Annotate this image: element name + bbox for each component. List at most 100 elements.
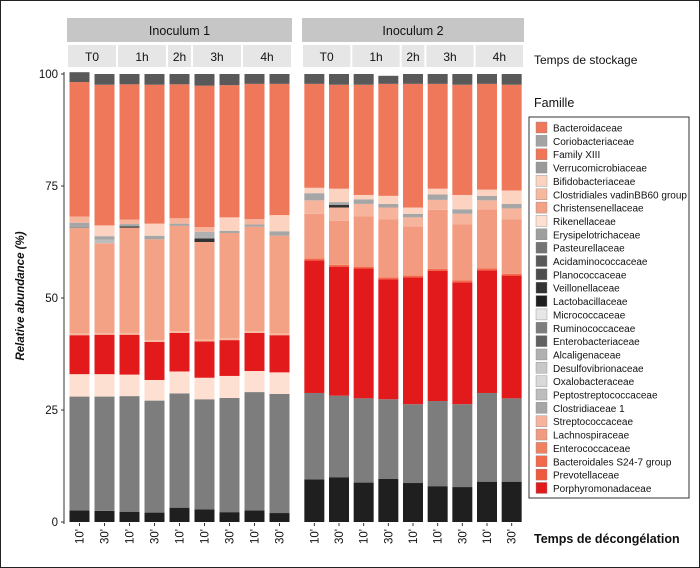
bar-segment (329, 395, 349, 478)
bar-segment (452, 209, 473, 214)
bar-segment (269, 83, 290, 216)
bar-segment (94, 225, 115, 237)
bar-segment (329, 207, 349, 221)
storage-axis-title: Temps de stockage (534, 53, 638, 67)
bar-segment (403, 207, 423, 214)
bar-segment (477, 200, 497, 210)
bar-segment (269, 74, 290, 84)
legend-swatch (535, 482, 548, 494)
legend-swatch (535, 175, 548, 187)
bar-segment (244, 74, 265, 84)
legend-label: Verrucomicrobiaceae (553, 164, 647, 175)
storage-strip (243, 45, 291, 67)
legend-swatch (535, 228, 548, 241)
bar-segment (427, 194, 448, 200)
bar-segment (144, 74, 165, 85)
legend-title: Famille (534, 96, 574, 110)
bar-segment (119, 334, 140, 375)
bar-segment (144, 512, 165, 522)
bar-segment (329, 202, 349, 205)
bar-segment (169, 507, 190, 522)
bar-segment (501, 273, 522, 276)
bar-segment (69, 82, 90, 217)
legend-swatch (535, 215, 548, 227)
legend-swatch (535, 295, 548, 307)
bar-segment (169, 225, 190, 332)
bar-segment (427, 270, 448, 402)
bar-segment (69, 228, 90, 334)
bar-segment (94, 236, 115, 240)
bar-segment (304, 479, 325, 522)
bar-segment (219, 85, 240, 218)
legend-label: Clostridiales vadinBB60 group (553, 190, 687, 201)
bar-segment (501, 190, 522, 204)
bar-segment (403, 404, 423, 484)
legend-swatch (535, 241, 548, 254)
bar-segment (144, 235, 165, 240)
y-tick-label: 100 (39, 69, 58, 81)
bar-segment (304, 213, 325, 259)
storage-strip (475, 45, 523, 67)
storage-strip (401, 45, 425, 67)
bar-segment (477, 270, 497, 393)
bar-segment (501, 481, 522, 522)
bar-segment (329, 220, 349, 265)
bar-segment (144, 340, 165, 342)
bar-segment (194, 399, 215, 510)
bar-segment (501, 84, 522, 191)
storage-strip (118, 45, 166, 67)
bar-segment (269, 513, 290, 522)
facet-strips: Inoculum 1 Inoculum 2 (67, 18, 524, 42)
bar-segment (427, 486, 448, 522)
bar-segment (169, 331, 190, 333)
y-axis: 0 25 50 75 100 (39, 69, 65, 529)
legend-label: Oxalobacteraceae (553, 377, 635, 388)
storage-label: 1h (135, 50, 148, 64)
legend-label: Prevotellaceae (553, 471, 620, 482)
bar-segment (304, 200, 325, 214)
legend-label: Family XIII (553, 150, 600, 161)
bar-segment (501, 203, 522, 209)
bar-segment (378, 219, 399, 278)
bar-segment (119, 84, 140, 220)
bar-segment (477, 189, 497, 196)
bar-segment (69, 222, 90, 227)
bar-segment (219, 233, 240, 339)
bar-segment (452, 213, 473, 225)
legend-swatch (535, 388, 548, 401)
bar-segment (269, 372, 290, 394)
bar-segment (427, 401, 448, 487)
bar-segment (501, 208, 522, 220)
legend-label: Veillonellaceae (553, 284, 620, 295)
legend-swatch (535, 468, 548, 481)
legend-label: Planococcaceae (553, 270, 627, 281)
bar-segment (329, 264, 349, 267)
bar-segment (244, 83, 265, 220)
bar-segment (69, 216, 90, 223)
legend-label: Alcaligenaceae (553, 350, 621, 361)
bar-segment (403, 226, 423, 276)
bar-segment (194, 238, 215, 242)
bar-segment (219, 397, 240, 513)
bar-segment (427, 74, 448, 84)
bar-segment (353, 216, 374, 267)
bar-segment (269, 235, 290, 334)
bar-segment (353, 199, 374, 204)
storage-strip (193, 45, 241, 67)
bar-segment (194, 377, 215, 400)
bar-segment (427, 268, 448, 271)
storage-label: 3h (443, 50, 456, 64)
bar-segment (194, 509, 215, 522)
bar-segment (501, 219, 522, 274)
bar-segment (329, 477, 349, 522)
bar-segment (169, 218, 190, 224)
bar-segment (169, 393, 190, 508)
bar-segment (353, 194, 374, 200)
x-tick-label: 30' (383, 529, 395, 544)
bar-segment (403, 275, 423, 278)
bar-segment (94, 334, 115, 375)
bar-segment (119, 511, 140, 522)
bar-segment (403, 217, 423, 227)
bar-segment (194, 231, 215, 239)
bar-segment (219, 340, 240, 376)
